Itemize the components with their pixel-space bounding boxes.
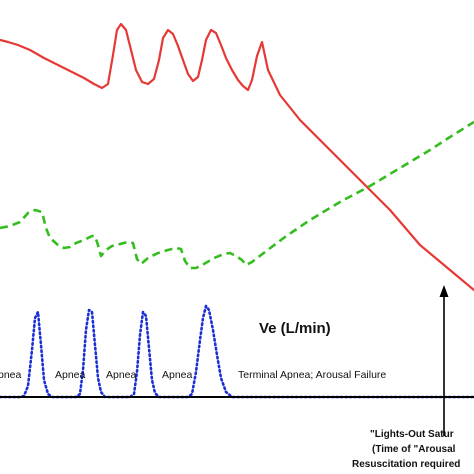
series-red-solid [0,22,474,292]
series-blue-dotted [0,304,474,399]
series-layer [0,22,474,399]
series-green-dashed [0,120,474,270]
phase-label-terminal: Terminal Apnea; Arousal Failure [238,369,386,381]
event-arrow [439,285,449,436]
ve-label: Ve (L/min) [259,320,331,337]
phase-label-3: Apnea [106,369,137,381]
phase-label-2: Apnea [55,369,86,381]
note-line-1: "Lights-Out Satur [370,429,454,440]
phase-label-4: Apnea [162,369,193,381]
note-line-3: Resuscitation required [352,459,460,470]
phase-label-1: pnea [0,369,22,381]
note-line-2: (Time of "Arousal [372,444,456,455]
